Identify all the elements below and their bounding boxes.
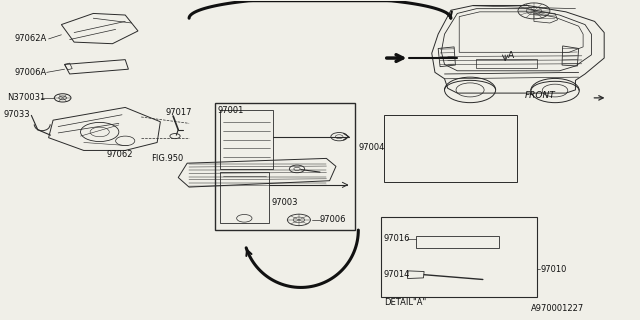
Text: 97004: 97004 bbox=[358, 143, 385, 152]
Text: FRONT: FRONT bbox=[524, 91, 555, 100]
Text: 97016: 97016 bbox=[384, 234, 410, 243]
Text: 97033: 97033 bbox=[4, 110, 31, 119]
Text: FIG.950: FIG.950 bbox=[151, 154, 183, 163]
Text: 97001: 97001 bbox=[218, 106, 244, 115]
Text: 97010: 97010 bbox=[540, 265, 566, 274]
Text: 97014: 97014 bbox=[384, 270, 410, 279]
Text: DETAIL"A": DETAIL"A" bbox=[384, 298, 426, 307]
Text: 97006A: 97006A bbox=[15, 68, 47, 77]
Text: 97062A: 97062A bbox=[15, 35, 47, 44]
Text: 97062: 97062 bbox=[106, 150, 132, 159]
Text: A: A bbox=[508, 51, 515, 60]
Text: N370031: N370031 bbox=[7, 93, 45, 102]
Text: 97006: 97006 bbox=[319, 215, 346, 224]
Text: A970001227: A970001227 bbox=[531, 304, 584, 313]
Text: 97003: 97003 bbox=[271, 198, 298, 207]
Text: 97017: 97017 bbox=[166, 108, 192, 117]
